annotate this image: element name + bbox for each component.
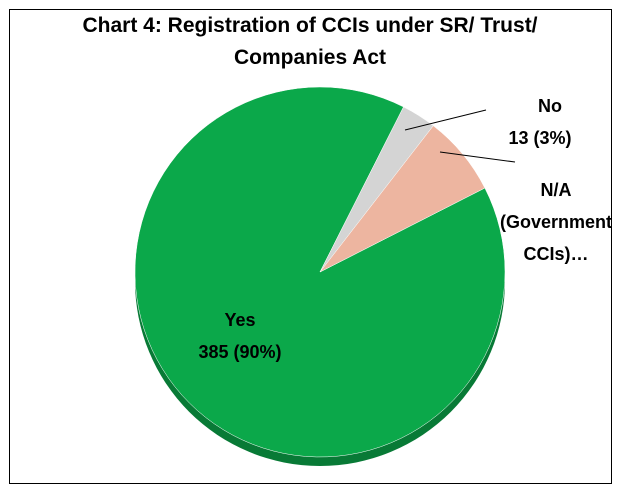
frame: [9, 9, 612, 484]
chart-title: Chart 4: Registration of CCIs under SR/ …: [82, 14, 538, 69]
data-label-category: N/A (Government CCIs)…: [499, 180, 613, 264]
data-label-category: Yes: [224, 310, 256, 330]
leader-line: [439, 151, 516, 163]
leader-line: [404, 109, 487, 131]
data-label: 13 (3%): [508, 128, 572, 148]
data-label: 385 (90%): [198, 342, 282, 362]
data-label-category: No: [538, 96, 562, 116]
pie-slice: [134, 86, 506, 458]
pie-slice: [319, 125, 486, 273]
